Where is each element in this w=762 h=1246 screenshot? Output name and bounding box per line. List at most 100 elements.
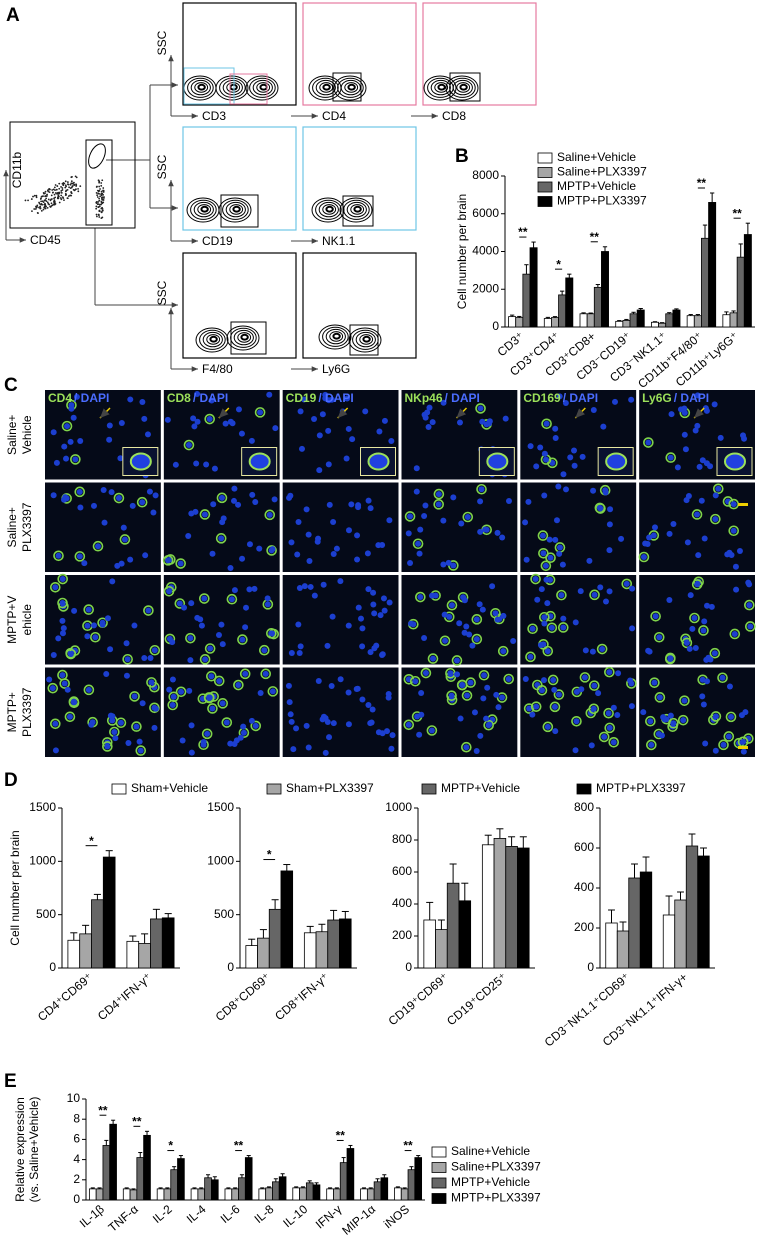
stain-name: CD169 (523, 391, 561, 405)
cell-marker (264, 509, 276, 521)
bar (360, 1188, 368, 1201)
nucleus (191, 423, 198, 430)
nucleus (552, 435, 559, 442)
y-tick-label: 200 (574, 920, 594, 934)
cell-marker (712, 483, 724, 495)
dot (52, 188, 55, 191)
legend-label: MPTP+Vehicle (441, 781, 520, 795)
contour (190, 199, 217, 220)
x-tick-label: CD19⁺CD25⁺ (444, 970, 510, 1028)
y-tick-label: 4 (73, 1152, 80, 1166)
nucleus (190, 415, 197, 422)
nucleus (577, 588, 584, 595)
nucleus (181, 604, 188, 611)
bar (272, 1181, 280, 1201)
cell-marker (654, 692, 666, 703)
nucleus (380, 595, 387, 602)
nucleus (127, 396, 134, 403)
bar (743, 234, 752, 328)
nucleus (463, 744, 470, 751)
nucleus (59, 672, 66, 679)
nucleus (287, 711, 294, 718)
nucleus (218, 494, 225, 501)
nucleus (489, 583, 496, 590)
y-tick-label: 4000 (472, 244, 499, 258)
dot (50, 194, 53, 197)
x-tick-label: CD11b⁺Ly6G⁺ (673, 329, 741, 389)
cell-marker (598, 731, 610, 743)
cell-marker (691, 509, 703, 520)
nucleus (238, 430, 245, 437)
nucleus (694, 392, 701, 399)
bar (339, 918, 352, 969)
nucleus (316, 432, 323, 439)
counterstain: / DAPI (193, 391, 228, 405)
nucleus (717, 434, 724, 441)
dot (97, 213, 100, 216)
nucleus (500, 648, 507, 655)
contour (222, 79, 243, 96)
nucleus (359, 643, 366, 650)
nucleus (484, 684, 491, 691)
dot (50, 202, 53, 205)
nucleus (386, 517, 393, 524)
dot (97, 179, 100, 182)
nucleus (388, 745, 395, 752)
nucleus (269, 546, 276, 553)
nucleus (109, 578, 116, 585)
nucleus (71, 607, 78, 614)
nucleus (251, 585, 258, 592)
nucleus (141, 415, 148, 422)
nucleus (92, 634, 99, 641)
cell-marker (530, 573, 541, 585)
cell-marker (571, 715, 582, 727)
cell-marker (462, 511, 474, 523)
nucleus (605, 710, 612, 717)
dot (95, 186, 98, 188)
dot (65, 193, 68, 196)
bar (636, 309, 645, 328)
nucleus (582, 647, 589, 654)
dot (46, 189, 49, 192)
nucleus (297, 408, 304, 415)
nucleus (52, 584, 59, 591)
nucleus (252, 722, 259, 729)
nucleus (667, 655, 674, 662)
nucleus (573, 688, 580, 695)
inset-cell (248, 452, 271, 471)
dot (101, 206, 103, 209)
y-tick-label: 0 (49, 960, 56, 974)
panel-letter: D (4, 770, 18, 791)
nucleus (111, 729, 118, 736)
nucleus (696, 463, 703, 470)
cell-marker (723, 731, 735, 742)
nucleus (479, 418, 486, 425)
flow-plot-frame (422, 2, 537, 106)
cell-marker (446, 690, 457, 701)
bar (662, 914, 676, 969)
contour (237, 332, 252, 343)
nucleus (405, 530, 412, 537)
cell-marker (525, 651, 536, 663)
bar (672, 309, 681, 328)
nucleus (71, 647, 78, 654)
bar (177, 1158, 185, 1201)
contour (315, 199, 342, 220)
bar (373, 1181, 382, 1201)
cell-marker (483, 719, 494, 731)
cell-marker (266, 628, 277, 639)
nucleus (383, 728, 390, 735)
cell-marker (457, 679, 468, 691)
dot (60, 194, 63, 197)
stain-label: CD19/ DAPI (286, 391, 354, 405)
nucleus (736, 548, 743, 555)
nucleus (322, 391, 329, 398)
nucleus (725, 733, 732, 740)
cell-marker (122, 653, 133, 665)
bar (224, 1188, 233, 1201)
nucleus (591, 682, 598, 689)
nucleus (109, 713, 116, 720)
nucleus (602, 489, 609, 496)
dot (96, 215, 98, 218)
